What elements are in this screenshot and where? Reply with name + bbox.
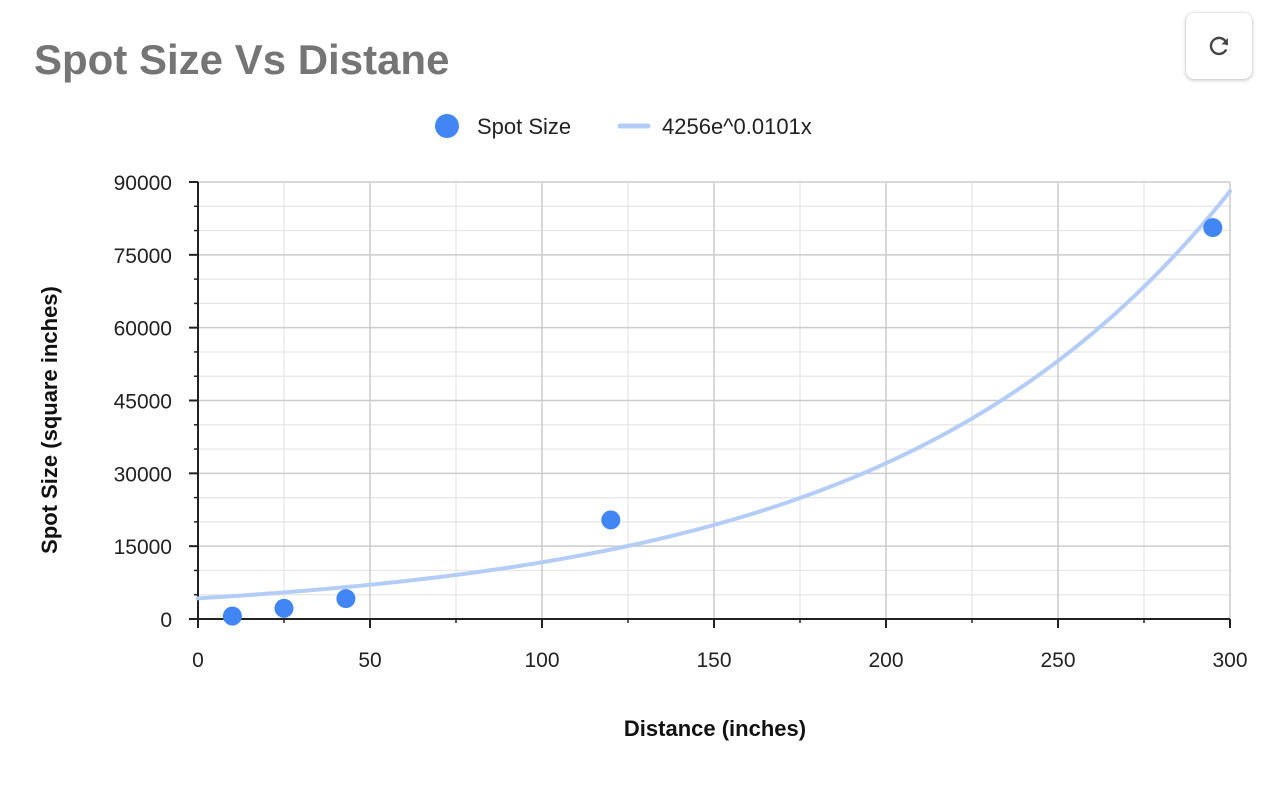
refresh-icon bbox=[1209, 36, 1228, 56]
axes bbox=[189, 181, 1231, 628]
data-point bbox=[336, 589, 356, 609]
y-tick-label: 0 bbox=[160, 609, 172, 632]
points-layer bbox=[222, 218, 1223, 626]
legend: Spot Size 4256e^0.0101x bbox=[435, 114, 812, 139]
y-tick-label: 90000 bbox=[114, 172, 172, 195]
x-tick-label: 0 bbox=[192, 649, 204, 672]
y-tick-label: 60000 bbox=[114, 318, 172, 341]
trendline bbox=[196, 189, 1232, 601]
data-point bbox=[222, 606, 242, 626]
trendline-layer bbox=[196, 189, 1232, 601]
x-axis-title: Distance (inches) bbox=[624, 716, 806, 741]
x-tick-label: 300 bbox=[1212, 649, 1247, 672]
refresh-button[interactable] bbox=[1186, 13, 1252, 79]
y-axis-title: Spot Size (square inches) bbox=[37, 286, 62, 554]
y-tick-label: 45000 bbox=[114, 391, 172, 414]
x-tick-label: 100 bbox=[524, 649, 559, 672]
grid bbox=[198, 181, 1231, 619]
data-point bbox=[1203, 218, 1223, 238]
legend-label-trendline: 4256e^0.0101x bbox=[662, 114, 812, 139]
chart-title: Spot Size Vs Distane bbox=[34, 36, 450, 83]
x-tick-label: 150 bbox=[696, 649, 731, 672]
y-tick-label: 30000 bbox=[114, 463, 172, 486]
data-point bbox=[601, 510, 621, 530]
y-tick-label: 75000 bbox=[114, 245, 172, 268]
x-tick-label: 200 bbox=[868, 649, 903, 672]
x-tick-label: 50 bbox=[358, 649, 381, 672]
y-tick-label: 15000 bbox=[114, 536, 172, 559]
data-point bbox=[274, 598, 294, 618]
tick-labels: 0 50 100 150 200 250 300 0 15000 30000 45000 60000 7… bbox=[114, 172, 1248, 672]
legend-label-spot-size: Spot Size bbox=[477, 114, 571, 139]
legend-marker-spot-size bbox=[435, 114, 459, 138]
x-tick-label: 250 bbox=[1040, 649, 1075, 672]
